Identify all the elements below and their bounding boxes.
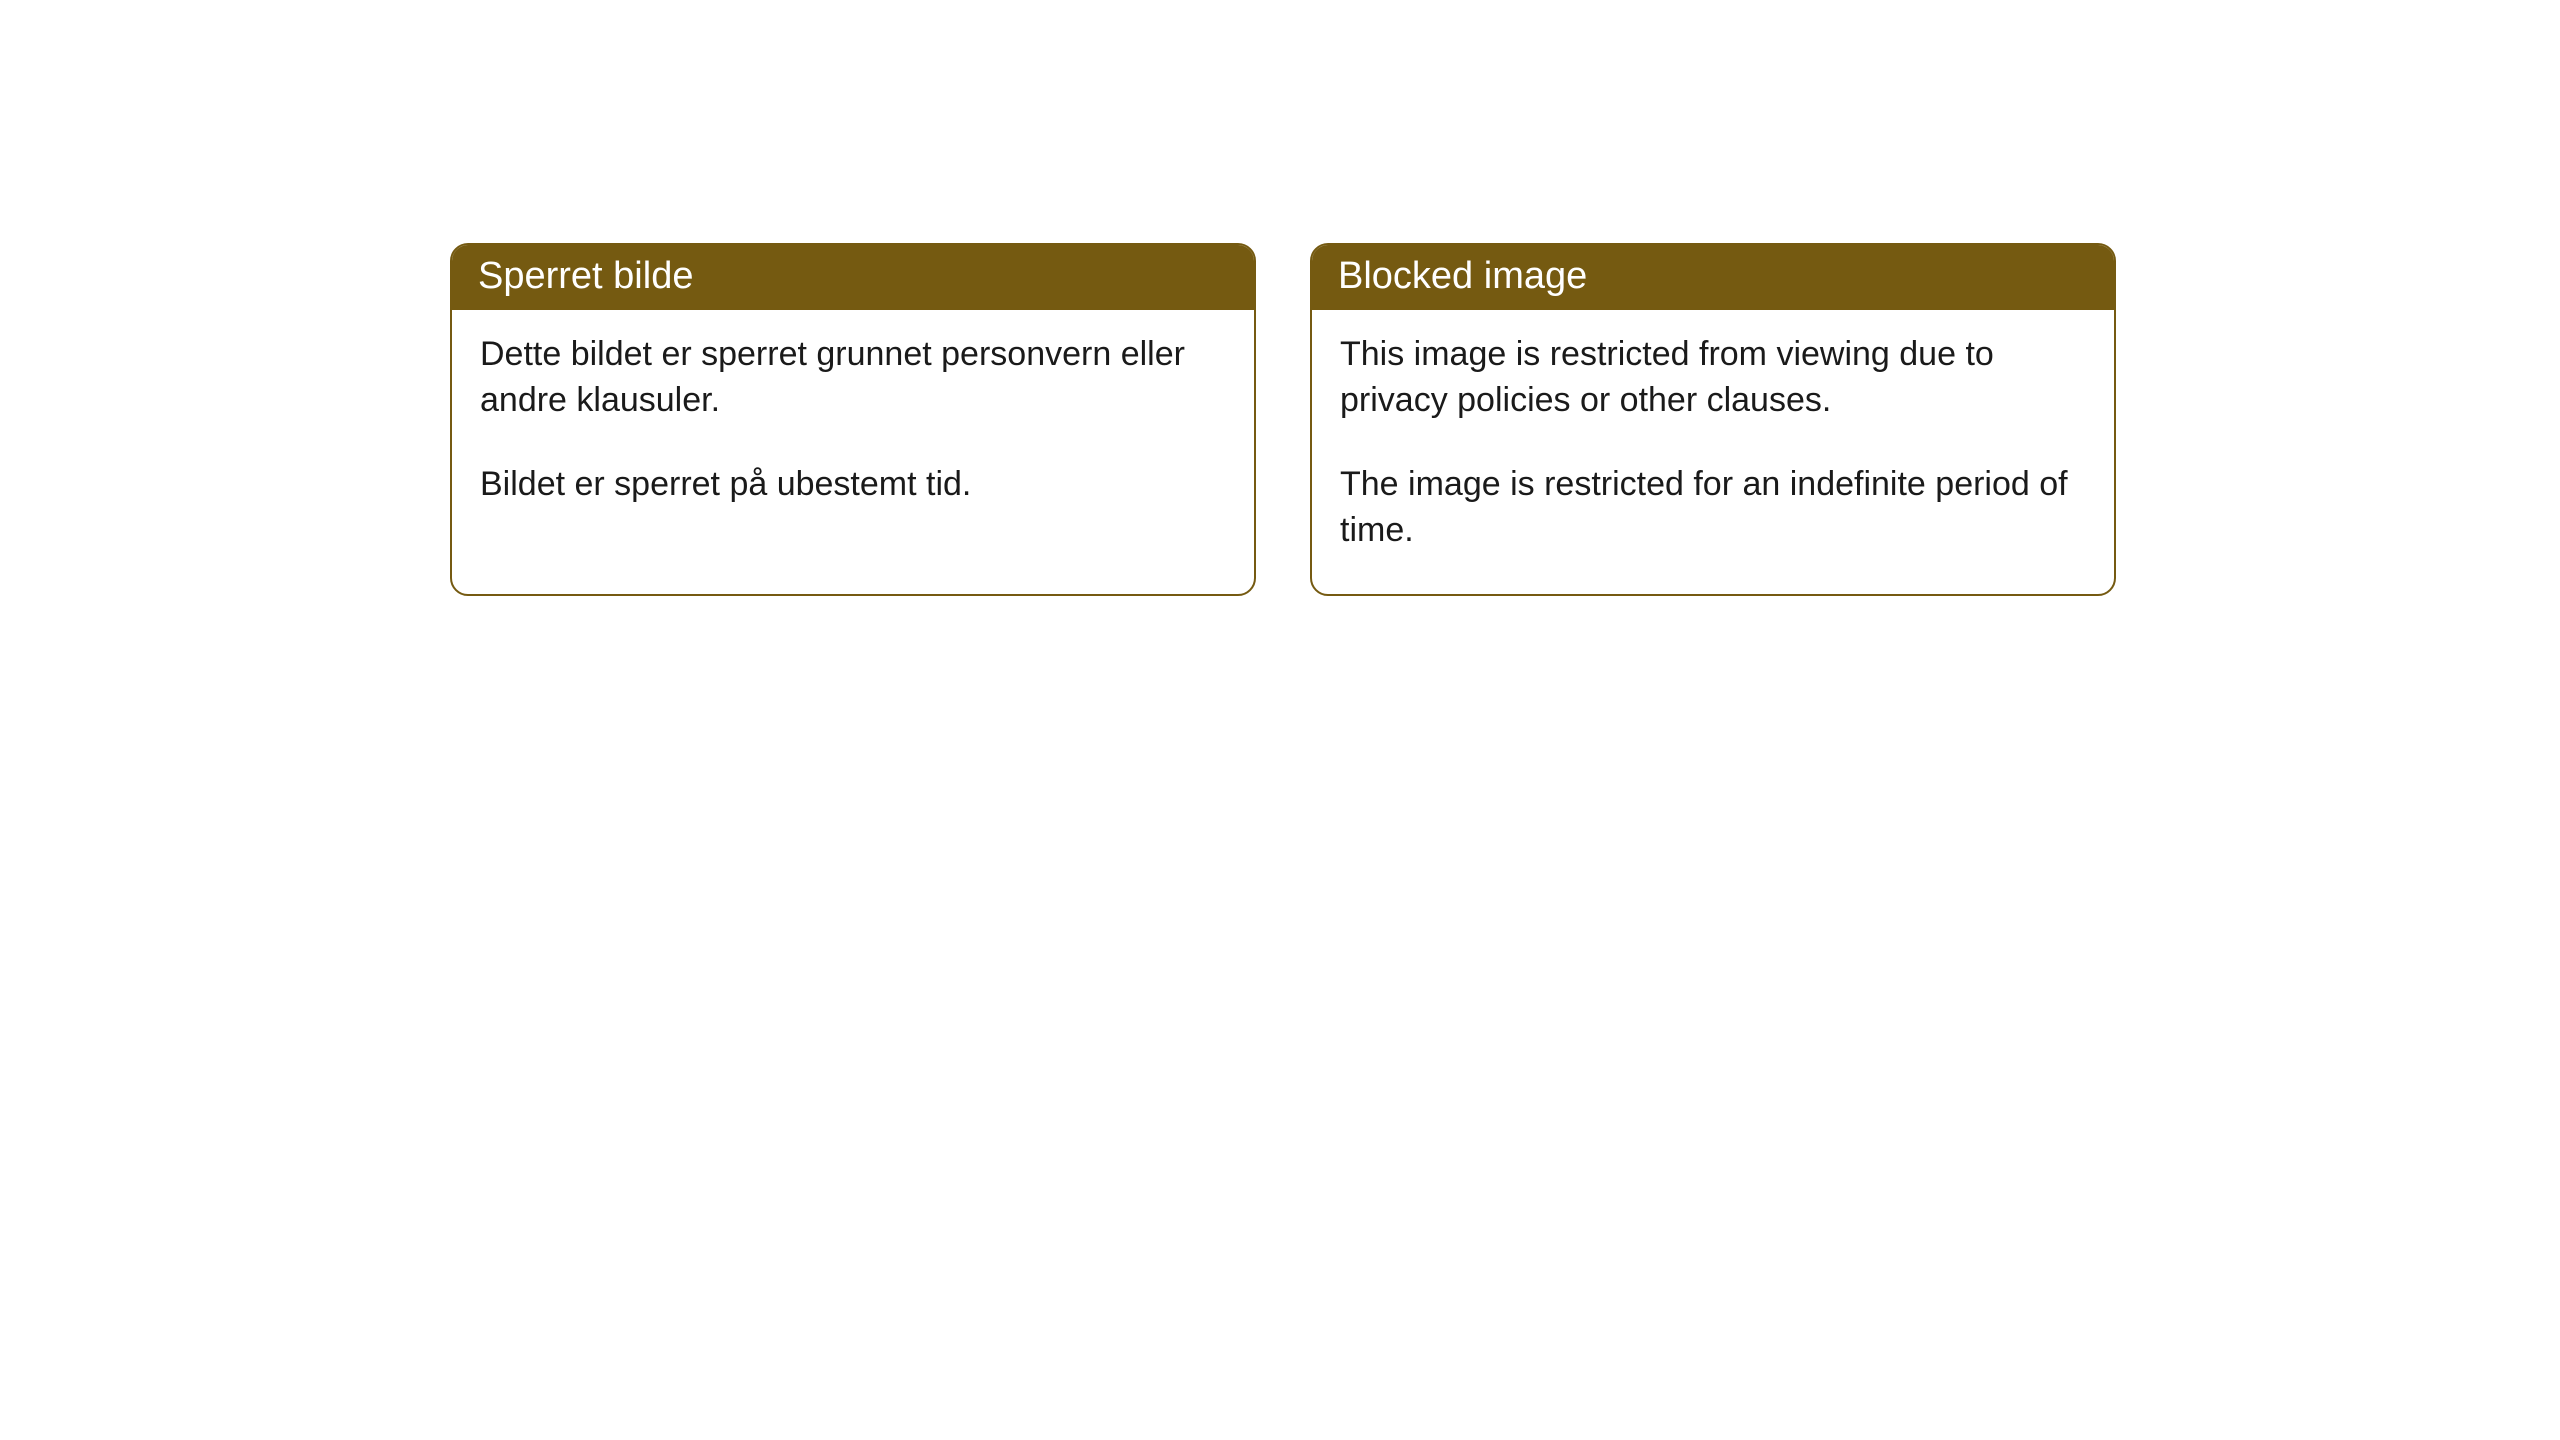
notice-card-body: Dette bildet er sperret grunnet personve… [452, 310, 1254, 548]
notice-card-header: Blocked image [1312, 245, 2114, 310]
notice-text-line-2: The image is restricted for an indefinit… [1340, 462, 2086, 554]
notice-card-body: This image is restricted from viewing du… [1312, 310, 2114, 594]
notice-text-line-1: This image is restricted from viewing du… [1340, 332, 2086, 424]
notice-card-english: Blocked image This image is restricted f… [1310, 243, 2116, 596]
notice-cards-container: Sperret bilde Dette bildet er sperret gr… [0, 0, 2560, 596]
notice-text-line-2: Bildet er sperret på ubestemt tid. [480, 462, 1226, 508]
notice-card-header: Sperret bilde [452, 245, 1254, 310]
notice-text-line-1: Dette bildet er sperret grunnet personve… [480, 332, 1226, 424]
notice-card-norwegian: Sperret bilde Dette bildet er sperret gr… [450, 243, 1256, 596]
